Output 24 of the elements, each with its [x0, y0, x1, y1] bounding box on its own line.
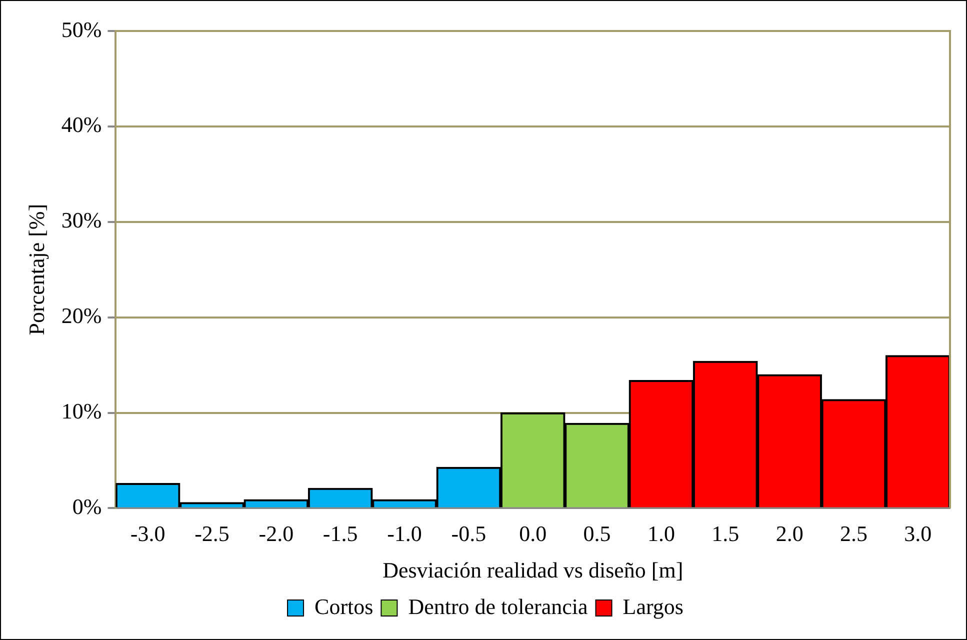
y-tick-label: 0% — [72, 494, 102, 519]
x-tick-label: -1.5 — [322, 521, 358, 546]
x-tick-label: 1.0 — [647, 521, 675, 546]
x-tick-label: 3.0 — [904, 521, 932, 546]
legend-label: Largos — [622, 594, 684, 619]
x-tick-label: 0.0 — [519, 521, 547, 546]
y-tick-label: 30% — [61, 208, 102, 233]
legend-label: Dentro de tolerancia — [408, 594, 588, 619]
y-tick-label: 40% — [61, 112, 102, 138]
x-tick-label: -3.0 — [130, 521, 166, 546]
legend-label: Cortos — [314, 594, 374, 619]
x-tick-label: -0.5 — [451, 521, 486, 546]
x-tick-label: 0.5 — [583, 521, 611, 546]
x-tick-label: -2.5 — [194, 521, 230, 546]
y-tick-label: 50% — [61, 16, 102, 42]
x-tick-label: -1.0 — [387, 521, 422, 546]
x-tick-label: 1.5 — [712, 521, 740, 546]
x-tick-label: 2.5 — [840, 521, 868, 546]
x-tick-label: 2.0 — [776, 521, 804, 546]
y-tick-label: 20% — [61, 303, 102, 328]
y-axis-title: Porcentaje [%] — [24, 204, 49, 336]
x-axis-title: Desviación realidad vs diseño [m] — [382, 558, 684, 583]
y-tick-label: 10% — [61, 398, 102, 424]
x-tick-label: -2.0 — [258, 521, 294, 546]
